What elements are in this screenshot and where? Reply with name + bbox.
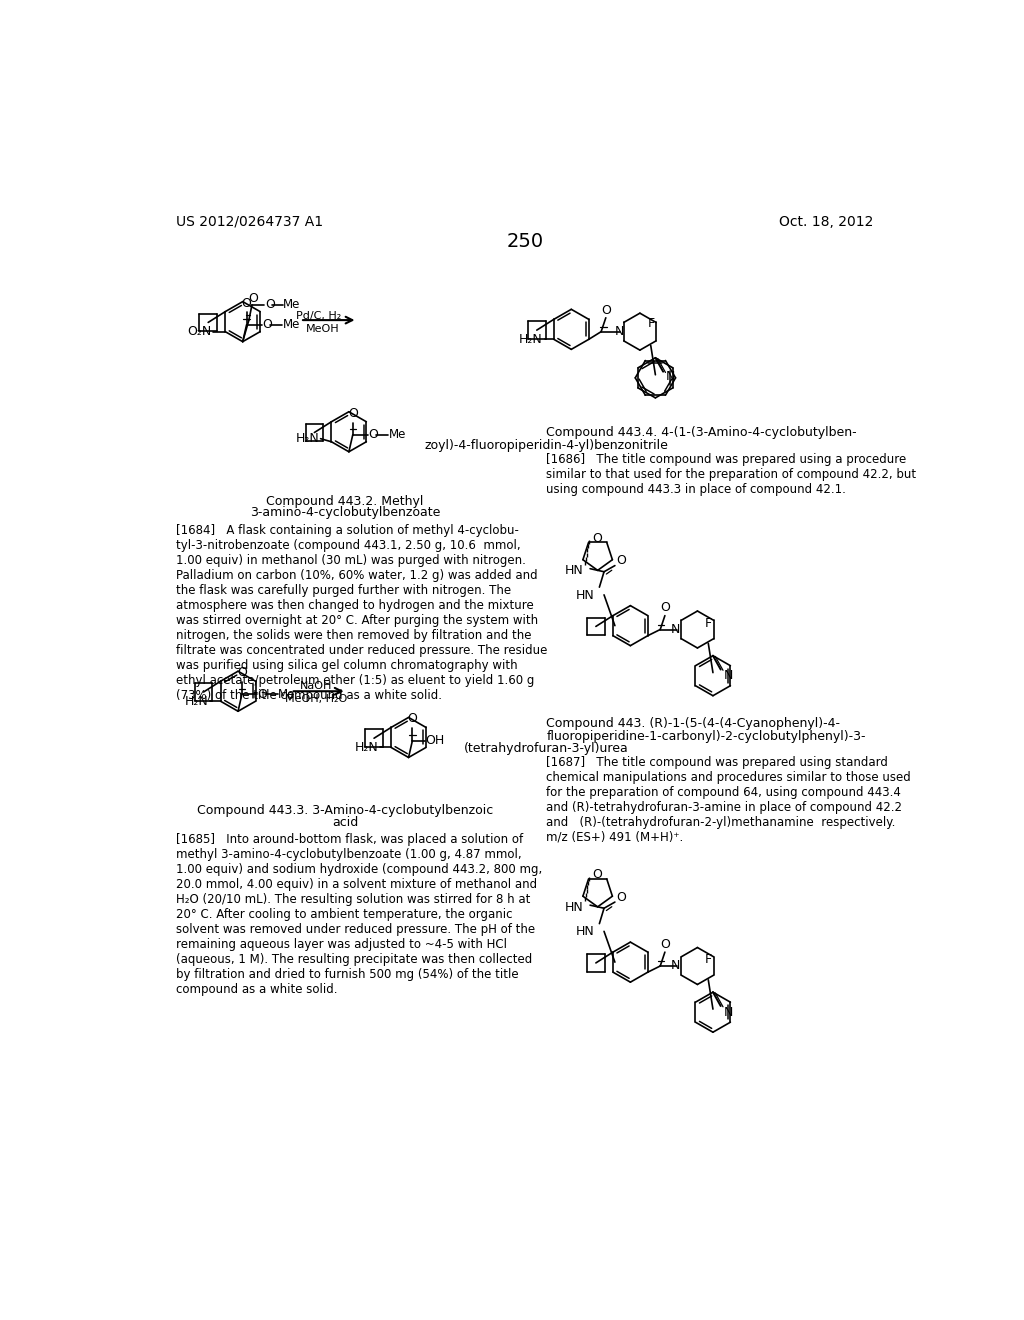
Text: NaOH: NaOH bbox=[300, 681, 333, 692]
Text: F: F bbox=[706, 953, 713, 966]
Text: Me: Me bbox=[389, 428, 407, 441]
Text: O: O bbox=[262, 318, 272, 331]
Text: O: O bbox=[616, 891, 627, 904]
Text: N: N bbox=[615, 325, 625, 338]
Text: O: O bbox=[616, 554, 627, 568]
Text: N: N bbox=[666, 370, 675, 383]
Text: H₂N: H₂N bbox=[519, 333, 543, 346]
Text: N: N bbox=[724, 1006, 733, 1019]
Text: F: F bbox=[706, 616, 713, 630]
Text: O: O bbox=[348, 407, 357, 420]
Text: fluoropiperidine-1-carbonyl)-2-cyclobutylphenyl)-3-: fluoropiperidine-1-carbonyl)-2-cyclobuty… bbox=[547, 730, 866, 743]
Text: [1686]   The title compound was prepared using a procedure
similar to that used : [1686] The title compound was prepared u… bbox=[547, 453, 916, 496]
Text: Me: Me bbox=[283, 318, 300, 331]
Text: O: O bbox=[369, 428, 378, 441]
Text: Oct. 18, 2012: Oct. 18, 2012 bbox=[779, 215, 873, 228]
Text: O: O bbox=[408, 713, 418, 726]
Text: H₂N: H₂N bbox=[295, 432, 319, 445]
Text: N: N bbox=[724, 669, 733, 682]
Text: (tetrahydrofuran-3-yl)urea: (tetrahydrofuran-3-yl)urea bbox=[464, 742, 629, 755]
Text: 3-amino-4-cyclobutylbenzoate: 3-amino-4-cyclobutylbenzoate bbox=[250, 507, 440, 520]
Text: H₂N: H₂N bbox=[355, 741, 379, 754]
Text: MeOH: MeOH bbox=[306, 323, 339, 334]
Text: O: O bbox=[249, 292, 258, 305]
Text: O: O bbox=[593, 869, 602, 880]
Text: O: O bbox=[257, 688, 267, 701]
Text: Compound 443. (R)-1-(5-(4-(4-Cyanophenyl)-4-: Compound 443. (R)-1-(5-(4-(4-Cyanophenyl… bbox=[547, 718, 841, 730]
Text: [1685]   Into around-bottom flask, was placed a solution of
methyl 3-amino-4-cyc: [1685] Into around-bottom flask, was pla… bbox=[176, 833, 543, 995]
Text: US 2012/0264737 A1: US 2012/0264737 A1 bbox=[176, 215, 324, 228]
Text: Compound 443.2. Methyl: Compound 443.2. Methyl bbox=[266, 495, 424, 508]
Text: OH: OH bbox=[426, 734, 444, 747]
Text: HN: HN bbox=[565, 564, 584, 577]
Text: [1687]   The title compound was prepared using standard
chemical manipulations a: [1687] The title compound was prepared u… bbox=[547, 756, 911, 843]
Text: N: N bbox=[671, 623, 680, 636]
Text: HN: HN bbox=[575, 925, 595, 939]
Text: acid: acid bbox=[332, 816, 358, 829]
Text: [1684]   A flask containing a solution of methyl 4-cyclobu-
tyl-3-nitrobenzoate : [1684] A flask containing a solution of … bbox=[176, 524, 548, 702]
Text: H₂N: H₂N bbox=[184, 694, 208, 708]
Text: O₂N: O₂N bbox=[187, 325, 211, 338]
Text: MeOH, H₂O: MeOH, H₂O bbox=[286, 694, 347, 705]
Text: 250: 250 bbox=[506, 232, 544, 251]
Text: O: O bbox=[265, 298, 275, 312]
Text: zoyl)-4-fluoropiperidin-4-yl)benzonitrile: zoyl)-4-fluoropiperidin-4-yl)benzonitril… bbox=[425, 438, 669, 451]
Text: O: O bbox=[242, 297, 252, 310]
Text: Pd/C, H₂: Pd/C, H₂ bbox=[296, 312, 341, 321]
Text: Compound 443.4. 4-(1-(3-Amino-4-cyclobutylben-: Compound 443.4. 4-(1-(3-Amino-4-cyclobut… bbox=[547, 426, 857, 440]
Text: O: O bbox=[659, 602, 670, 614]
Text: Me: Me bbox=[283, 298, 300, 312]
Text: O: O bbox=[601, 304, 610, 317]
Text: HN: HN bbox=[575, 589, 595, 602]
Text: HN: HN bbox=[565, 900, 584, 913]
Text: O: O bbox=[659, 939, 670, 950]
Text: N: N bbox=[671, 960, 680, 973]
Text: Me: Me bbox=[279, 688, 296, 701]
Text: O: O bbox=[593, 532, 602, 545]
Text: O: O bbox=[237, 667, 247, 680]
Text: Compound 443.3. 3-Amino-4-cyclobutylbenzoic: Compound 443.3. 3-Amino-4-cyclobutylbenz… bbox=[197, 804, 494, 817]
Text: F: F bbox=[647, 317, 654, 330]
